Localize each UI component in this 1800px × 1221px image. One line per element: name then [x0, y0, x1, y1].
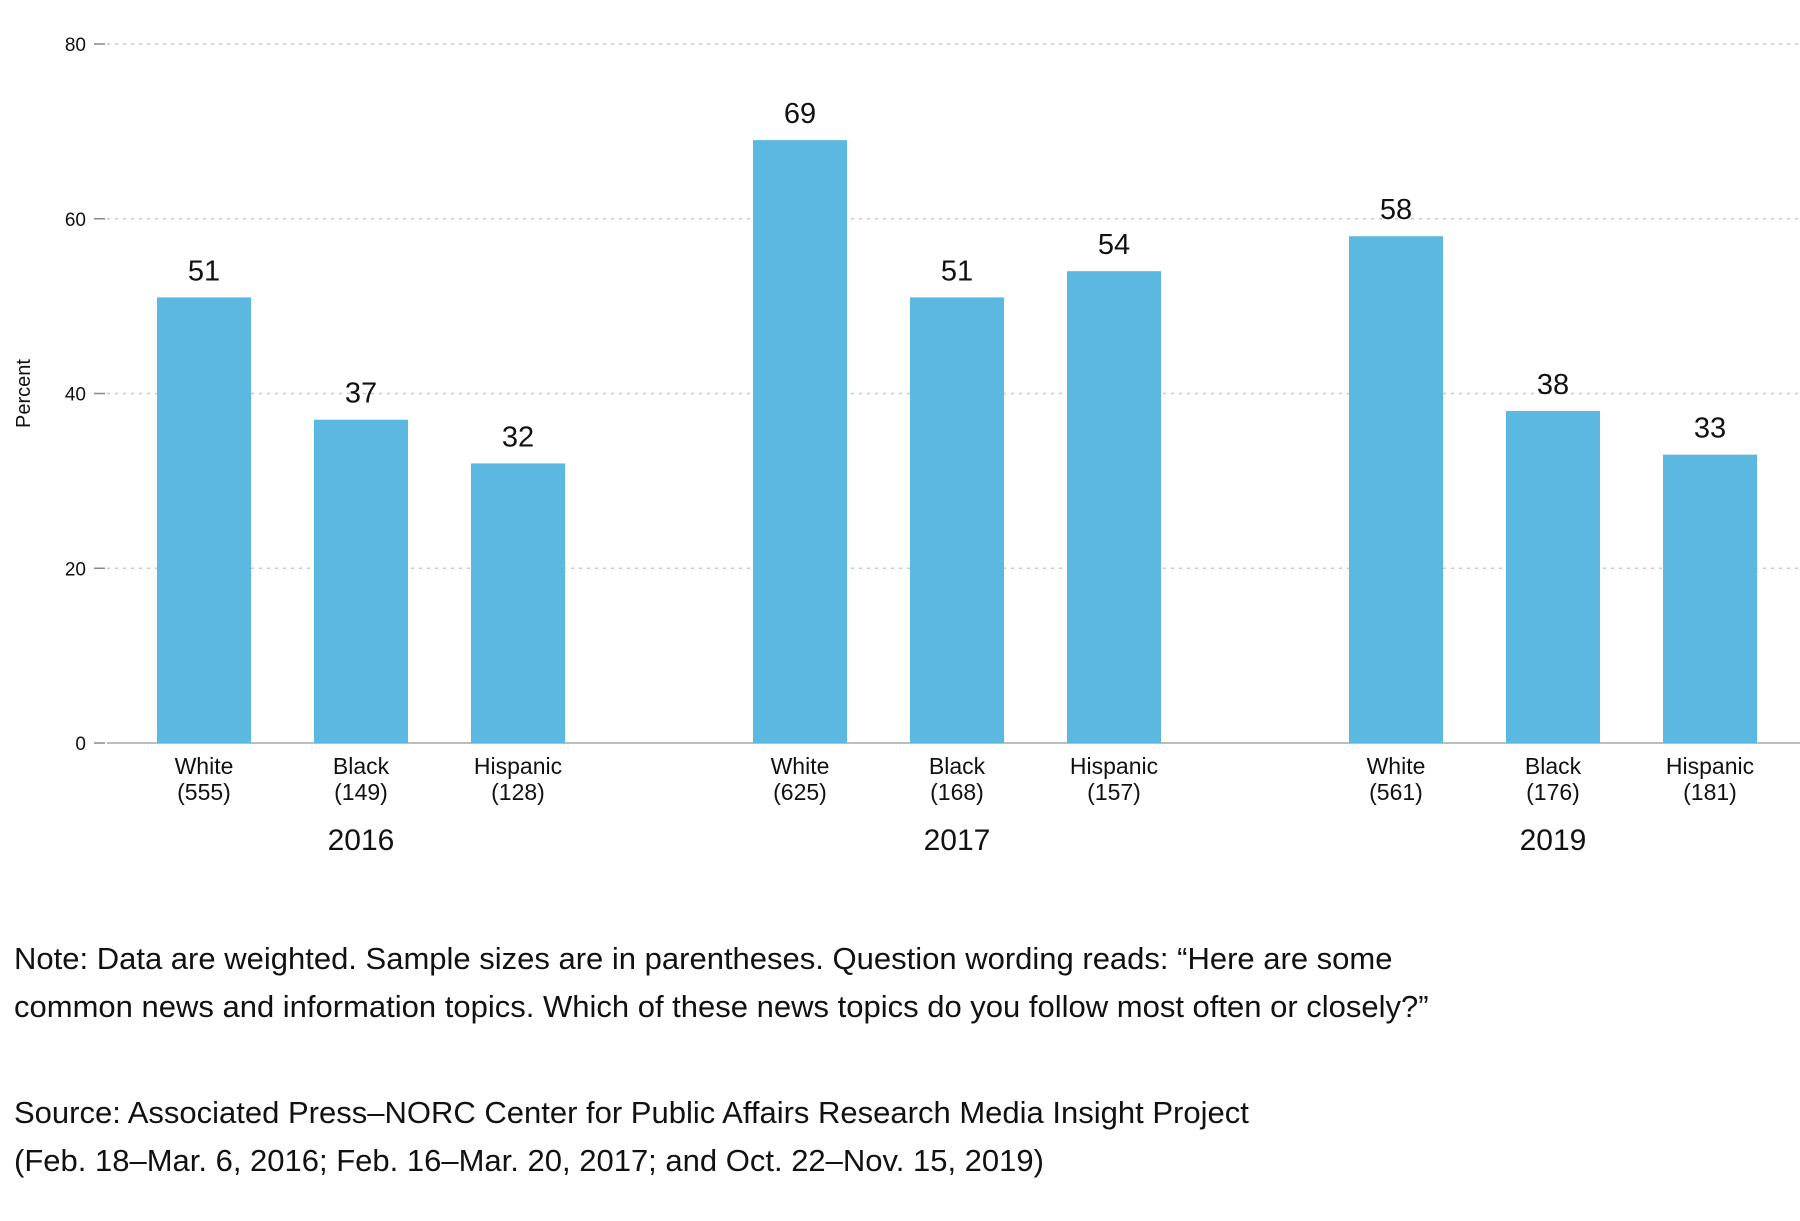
bar	[910, 297, 1004, 743]
note-line-1: Note: Data are weighted. Sample sizes ar…	[14, 941, 1393, 976]
bar	[471, 463, 565, 743]
data-label: 69	[784, 98, 816, 130]
sample-size-label: (157)	[1087, 779, 1141, 805]
source-block: Source: Associated Press–NORC Center for…	[14, 1089, 1774, 1185]
bar	[753, 140, 847, 744]
note-block: Note: Data are weighted. Sample sizes ar…	[14, 935, 1774, 1031]
y-tick-label: 60	[65, 210, 86, 231]
y-tick-label: 40	[65, 385, 86, 406]
category-label: White	[771, 753, 830, 779]
note-line-2: common news and information topics. Whic…	[14, 989, 1429, 1024]
year-group-label: 2019	[1520, 824, 1587, 857]
y-tick-label: 0	[75, 734, 86, 755]
y-axis-label: Percent	[13, 359, 35, 428]
source-line-1: Source: Associated Press–NORC Center for…	[14, 1095, 1249, 1130]
year-group-label: 2016	[328, 824, 395, 857]
sample-size-label: (555)	[177, 779, 231, 805]
sample-size-label: (561)	[1369, 779, 1423, 805]
data-label: 51	[941, 255, 973, 287]
data-label: 54	[1098, 229, 1130, 261]
category-label: White	[1367, 753, 1426, 779]
sample-size-label: (625)	[773, 779, 827, 805]
sample-size-label: (181)	[1683, 779, 1737, 805]
sample-size-label: (149)	[334, 779, 388, 805]
sample-size-label: (176)	[1526, 779, 1580, 805]
category-label: Black	[929, 753, 986, 779]
sample-size-label: (168)	[930, 779, 984, 805]
bar	[1663, 454, 1757, 743]
sample-size-label: (128)	[491, 779, 545, 805]
source-line-2: (Feb. 18–Mar. 6, 2016; Feb. 16–Mar. 20, …	[14, 1143, 1044, 1178]
y-tick-label: 80	[65, 35, 86, 56]
bar	[1506, 410, 1600, 743]
data-label: 38	[1537, 369, 1569, 401]
bar-chart: 020406080Percent51White(555)37Black(149)…	[13, 35, 1800, 857]
data-label: 58	[1380, 194, 1412, 226]
data-label: 51	[188, 255, 220, 287]
data-label: 33	[1694, 413, 1726, 445]
category-label: Black	[1525, 753, 1582, 779]
year-group-label: 2017	[924, 824, 991, 857]
footnotes: Note: Data are weighted. Sample sizes ar…	[14, 935, 1774, 1185]
data-label: 37	[345, 378, 377, 410]
category-label: Hispanic	[1070, 753, 1158, 779]
data-label: 32	[502, 421, 534, 453]
bar	[1067, 271, 1161, 743]
bar	[1349, 236, 1443, 743]
category-label: White	[175, 753, 234, 779]
bar	[314, 419, 408, 743]
category-label: Hispanic	[474, 753, 562, 779]
y-tick-label: 20	[65, 559, 86, 580]
category-label: Hispanic	[1666, 753, 1754, 779]
bar	[157, 297, 251, 743]
category-label: Black	[333, 753, 390, 779]
